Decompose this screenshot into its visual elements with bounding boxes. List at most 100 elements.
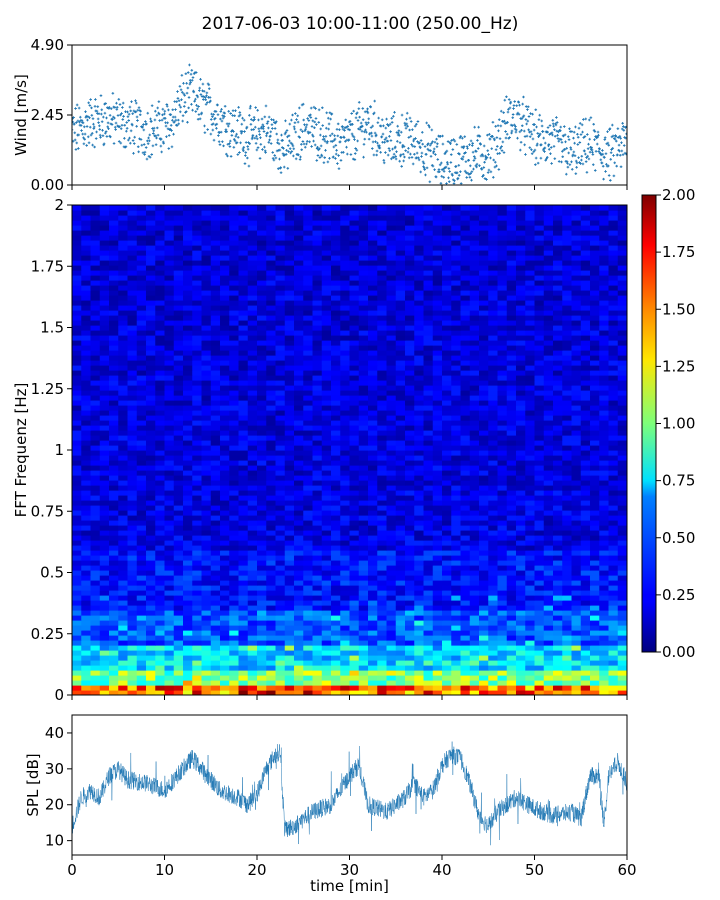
spectrogram-cell [192, 545, 203, 551]
spectrogram-cell [516, 640, 526, 646]
spectrogram-cell [358, 595, 369, 601]
spectrogram-cell [525, 445, 536, 451]
wind-point [265, 122, 269, 125]
spectrogram-cell [192, 415, 203, 421]
spectrogram-cell [201, 530, 212, 536]
spectrogram-cell [81, 570, 92, 576]
spectrogram-cell [275, 620, 286, 626]
spectrogram-cell [340, 675, 351, 681]
wind-point [309, 116, 313, 119]
spectrogram-cell [127, 400, 138, 406]
spectrogram-cell [497, 560, 508, 566]
spectrogram-cell [414, 480, 425, 486]
spectrogram-cell [525, 555, 536, 561]
spectrogram-cell [608, 680, 619, 686]
spectrogram-cell [238, 425, 249, 431]
spectrogram-cell [506, 685, 517, 691]
spectrogram-cell [469, 610, 480, 616]
spectrogram-cell [192, 580, 203, 586]
spectrogram-cell [349, 465, 360, 471]
spectrogram-cell [136, 630, 147, 636]
spectrogram-cell [257, 615, 267, 621]
wind-point [121, 106, 124, 109]
spectrogram-cell [608, 595, 619, 601]
spectrogram-cell [247, 425, 258, 431]
spectrogram-cell [312, 470, 323, 476]
spectrogram-cell [146, 635, 156, 641]
wind-point [445, 149, 449, 153]
spectrogram-cell [99, 535, 110, 541]
spectrogram-cell [303, 495, 314, 501]
spectrogram-cell [72, 630, 82, 636]
wind-point [483, 177, 487, 180]
spectrogram-cell [543, 470, 554, 476]
spectrogram-cell [247, 525, 258, 531]
spectrogram-cell [423, 425, 434, 431]
spectrogram-cell [173, 490, 184, 496]
spectrogram-cell [414, 545, 425, 551]
spectrogram-cell [553, 610, 563, 616]
wind-point [227, 124, 230, 128]
wind-point [622, 144, 626, 147]
spectrogram-cell [617, 645, 627, 651]
spectrogram-cell [266, 660, 277, 666]
spectrogram-cell [442, 405, 452, 411]
spectrogram-cell [294, 425, 304, 431]
spectrogram-cell [275, 625, 286, 631]
wind-point [421, 142, 424, 146]
spectrogram-cell [506, 440, 517, 446]
spectrogram-cell [414, 490, 425, 496]
spectrogram-cell [608, 535, 619, 541]
wind-point [115, 101, 118, 105]
spectrogram-cell [617, 615, 627, 621]
spectrogram-cell [432, 630, 443, 636]
spectrogram-cell [201, 610, 212, 616]
spectrogram-cell [368, 435, 378, 441]
spectrogram-cell [220, 580, 230, 586]
spectrogram-cell [599, 630, 610, 636]
spectrogram-cell [340, 450, 351, 456]
spectrogram-cell [284, 480, 295, 486]
spectrogram-cell [543, 675, 554, 681]
spectrogram-cell [173, 520, 184, 526]
spectrogram-cell [516, 585, 526, 591]
spectrogram-cell [414, 610, 425, 616]
spectrogram-cell [109, 510, 119, 516]
spectrogram-cell [312, 635, 323, 641]
spectrogram-cell [340, 535, 351, 541]
wind-point [262, 130, 266, 133]
spectrogram-cell [331, 420, 341, 426]
spectrogram-cell [81, 665, 92, 671]
spectrogram-cell [127, 430, 138, 436]
wind-point [73, 131, 77, 135]
wind-point [611, 134, 615, 138]
wind-point [331, 140, 334, 143]
spectrogram-cell [146, 650, 156, 656]
spectrogram-cell [534, 505, 545, 511]
spectrogram-cell [99, 575, 110, 581]
wind-point [92, 122, 95, 126]
spectrogram-cell [127, 475, 138, 481]
wind-point [583, 135, 587, 138]
wind-point [341, 125, 344, 128]
spectrogram-cell [571, 440, 582, 446]
spectrogram-cell [386, 585, 397, 591]
spectrogram-cell [377, 480, 388, 486]
spectrogram-cell [617, 485, 627, 491]
wind-point [120, 123, 124, 127]
spectrogram-cell [72, 510, 82, 516]
spectrogram-cell [451, 520, 462, 526]
spectrogram-cell [210, 455, 221, 461]
spectrogram-cell [488, 650, 499, 656]
wind-point [148, 155, 152, 159]
spectrogram-cell [238, 610, 249, 616]
wind-point [420, 131, 424, 134]
spectrogram-cell [414, 445, 425, 451]
spectrogram-cell [247, 395, 258, 401]
spectrogram-cell [516, 540, 526, 546]
wind-point [406, 124, 409, 128]
spectrogram-cell [608, 620, 619, 626]
spectrogram-cell [164, 555, 175, 561]
spectrogram-cell [553, 635, 563, 641]
spectrogram-cell [118, 435, 129, 441]
